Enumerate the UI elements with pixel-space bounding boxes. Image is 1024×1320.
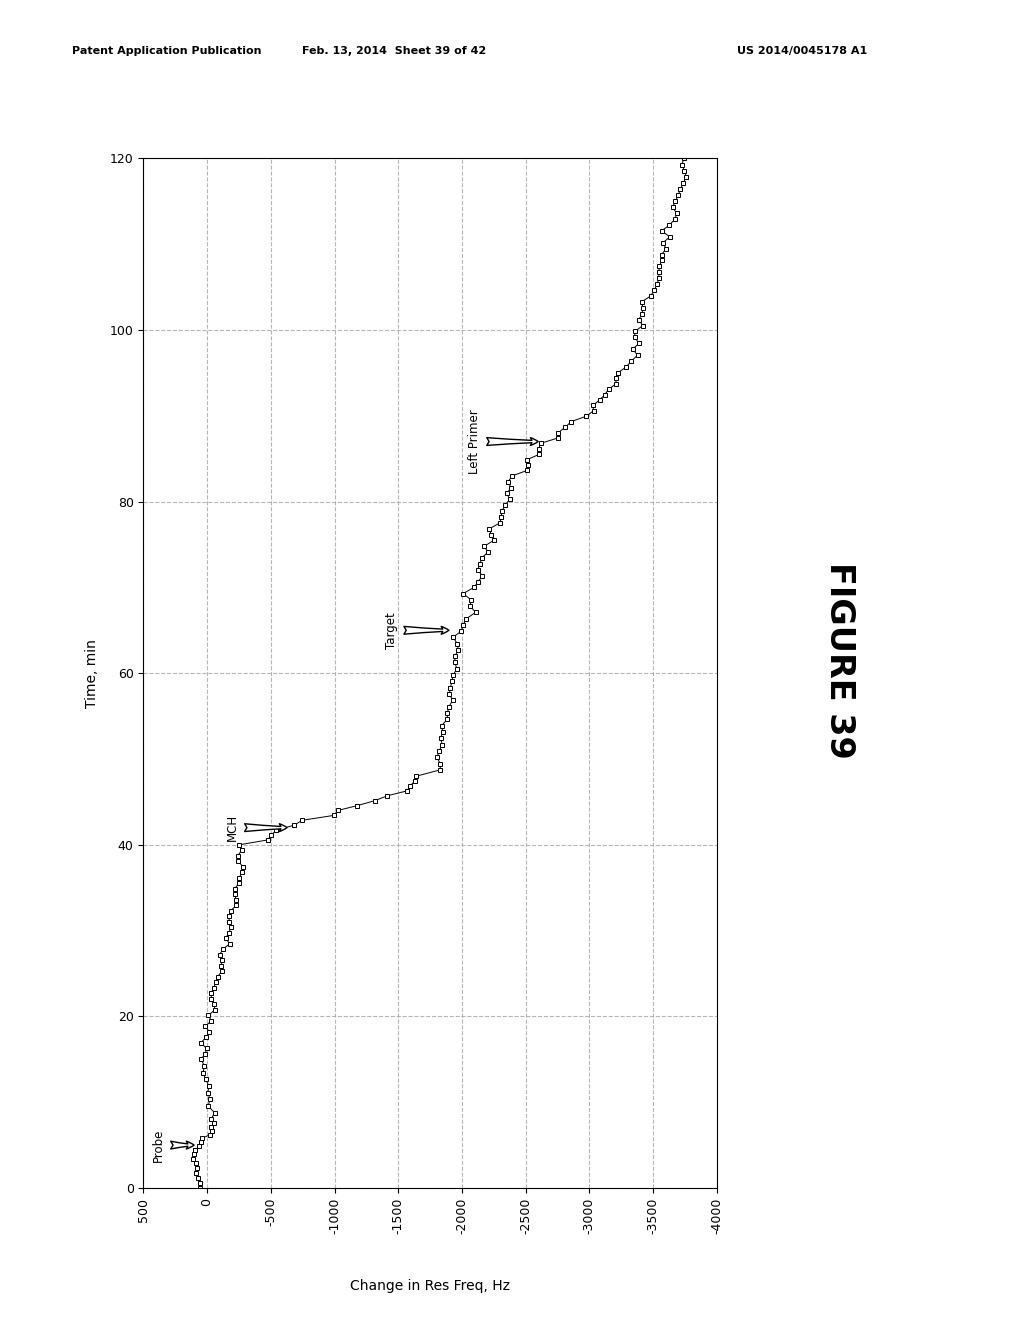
Text: MCH: MCH	[226, 814, 287, 841]
Text: Probe: Probe	[153, 1129, 195, 1162]
Text: Feb. 13, 2014  Sheet 39 of 42: Feb. 13, 2014 Sheet 39 of 42	[302, 46, 486, 57]
X-axis label: Change in Res Freq, Hz: Change in Res Freq, Hz	[350, 1279, 510, 1292]
Y-axis label: Time, min: Time, min	[85, 639, 98, 708]
Text: Patent Application Publication: Patent Application Publication	[72, 46, 261, 57]
Text: FIGURE 39: FIGURE 39	[823, 561, 856, 759]
Text: US 2014/0045178 A1: US 2014/0045178 A1	[737, 46, 867, 57]
Text: Left Primer: Left Primer	[468, 409, 539, 474]
Text: Target: Target	[385, 612, 449, 648]
